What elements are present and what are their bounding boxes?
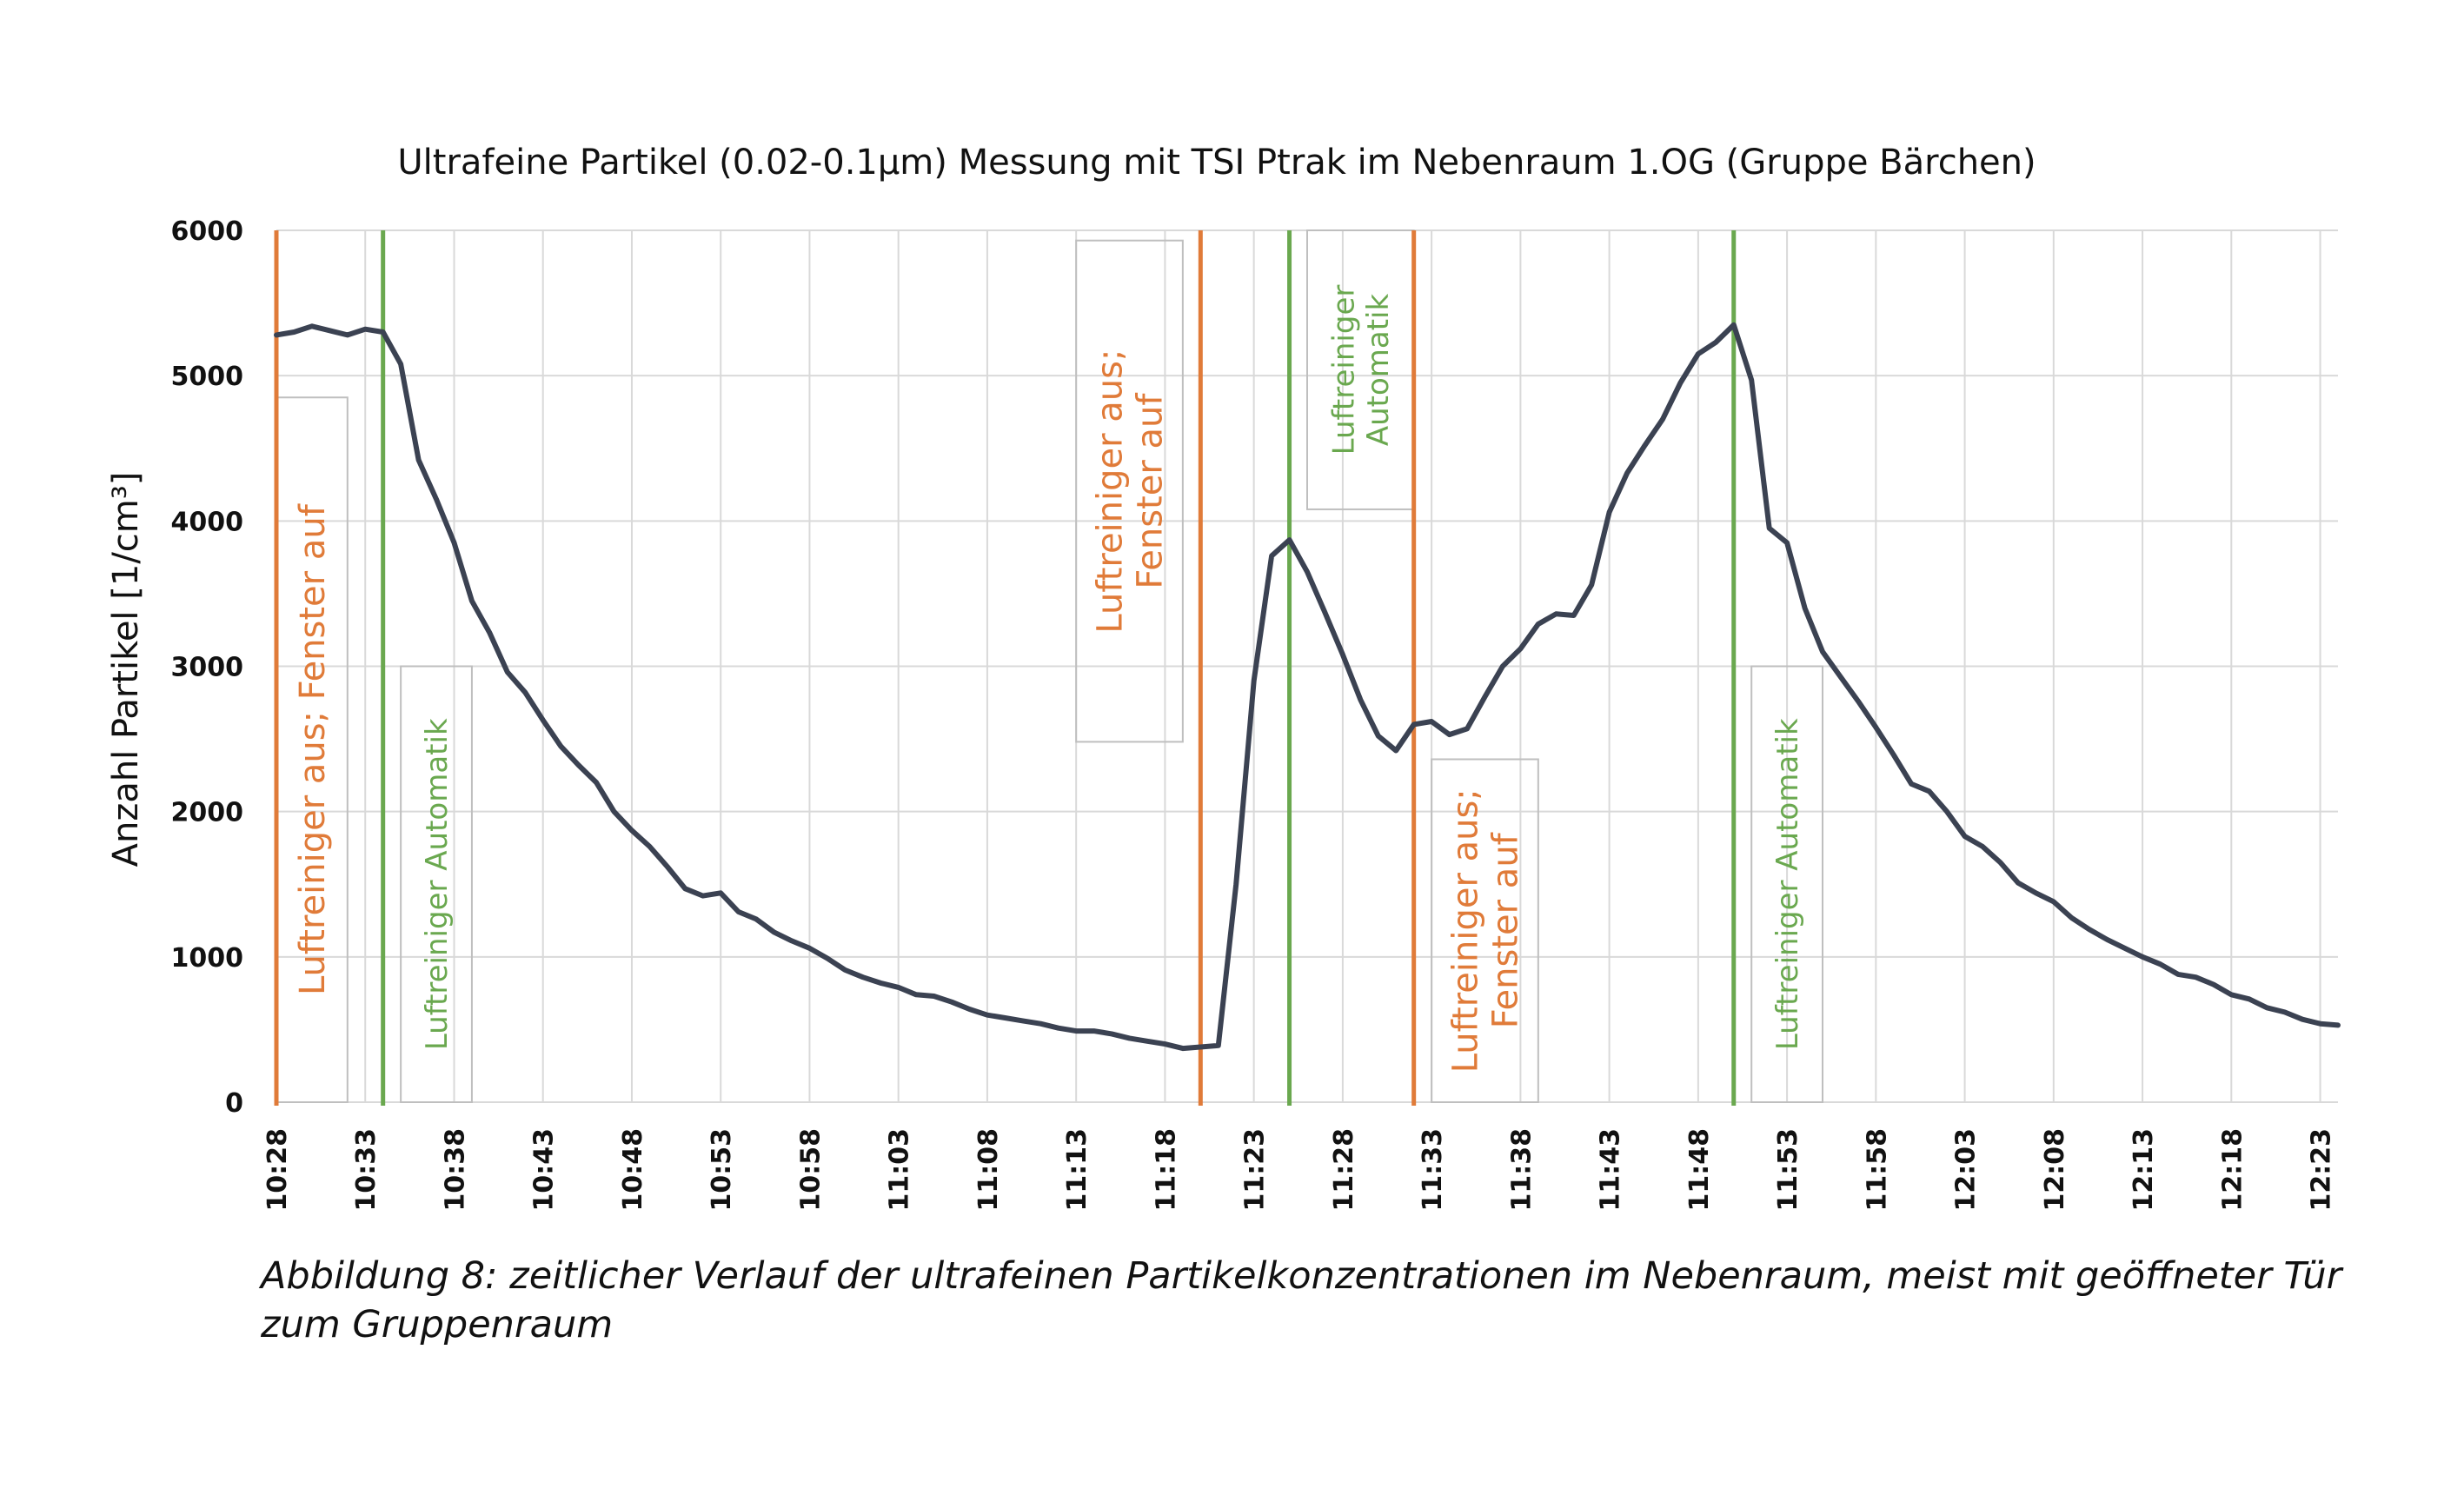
annotation-label: Fenster auf <box>1485 832 1525 1028</box>
x-tick-label: 12:08 <box>2040 1128 2070 1212</box>
x-tick-label: 12:13 <box>2129 1128 2159 1212</box>
x-tick-label: 11:13 <box>1062 1128 1093 1212</box>
x-tick-label: 12:23 <box>2307 1128 2337 1212</box>
annotations: Luftreiniger aus; Fenster auf Luftreinige… <box>276 229 1824 1104</box>
annotation-label: Luftreiniger Automatik <box>1770 718 1805 1050</box>
x-tick-label: 10:53 <box>707 1128 737 1212</box>
event-lines <box>274 230 1737 1106</box>
x-tick-label: 12:03 <box>1951 1128 1982 1212</box>
y-axis-label: Anzahl Partikel [1/cm³] <box>106 472 146 868</box>
annotation-label: Luftreiniger aus; <box>1445 788 1485 1073</box>
x-tick-label: 11:38 <box>1506 1128 1537 1212</box>
annotation-box <box>1750 665 1824 1103</box>
x-tick-labels: 10:28 10:33 10:38 10:43 10:48 10:53 10:58 11:03… <box>262 1128 2337 1212</box>
x-tick-label: 11:58 <box>1862 1128 1892 1212</box>
x-tick-label: 10:58 <box>795 1128 826 1212</box>
x-tick-label: 11:23 <box>1240 1128 1271 1212</box>
y-tick-label: 5000 <box>171 362 244 392</box>
x-tick-label: 12:18 <box>2217 1128 2248 1212</box>
annotation-label: Luftreiniger <box>1327 285 1362 455</box>
x-tick-label: 11:48 <box>1684 1128 1715 1212</box>
annotation-label: Fenster auf <box>1131 393 1171 589</box>
x-tick-label: 10:43 <box>529 1128 560 1212</box>
x-tick-label: 11:03 <box>885 1128 915 1212</box>
x-tick-label: 10:33 <box>351 1128 382 1212</box>
annotation-box <box>400 665 473 1103</box>
x-tick-label: 10:48 <box>618 1128 648 1212</box>
y-tick-label: 6000 <box>171 216 244 247</box>
y-tick-label: 4000 <box>171 507 244 537</box>
series-line <box>274 322 2341 1052</box>
x-tick-label: 11:53 <box>1773 1128 1803 1212</box>
series-layer <box>274 322 2341 1052</box>
y-tick-label: 3000 <box>171 653 244 683</box>
figure-caption: Abbildung 8: zeitlicher Verlauf der ultr… <box>261 1254 2342 1346</box>
annotation-box <box>1431 758 1539 1104</box>
x-tick-label: 11:28 <box>1329 1128 1359 1212</box>
y-tick-labels: 0 1000 2000 3000 4000 5000 6000 <box>171 216 244 1119</box>
x-tick-label: 11:18 <box>1151 1128 1181 1212</box>
annotation-label: Luftreiniger aus; <box>1091 349 1131 634</box>
x-tick-label: 10:28 <box>262 1128 293 1212</box>
annotation-label: Luftreiniger Automatik <box>420 718 455 1050</box>
x-tick-label: 11:43 <box>1596 1128 1626 1212</box>
x-tick-label: 10:38 <box>440 1128 470 1212</box>
y-tick-label: 1000 <box>171 943 244 974</box>
y-tick-label: 2000 <box>171 798 244 828</box>
x-tick-label: 11:08 <box>973 1128 1004 1212</box>
y-tick-label: 0 <box>225 1088 243 1119</box>
annotation-box <box>1075 239 1184 743</box>
x-tick-label: 11:33 <box>1418 1128 1448 1212</box>
annotation-label: Luftreiniger aus; Fenster auf <box>293 503 333 995</box>
annotation-label: Automatik <box>1361 293 1396 446</box>
chart-title: Ultrafeine Partikel (0.02-0.1µm) Messung… <box>397 143 2036 183</box>
